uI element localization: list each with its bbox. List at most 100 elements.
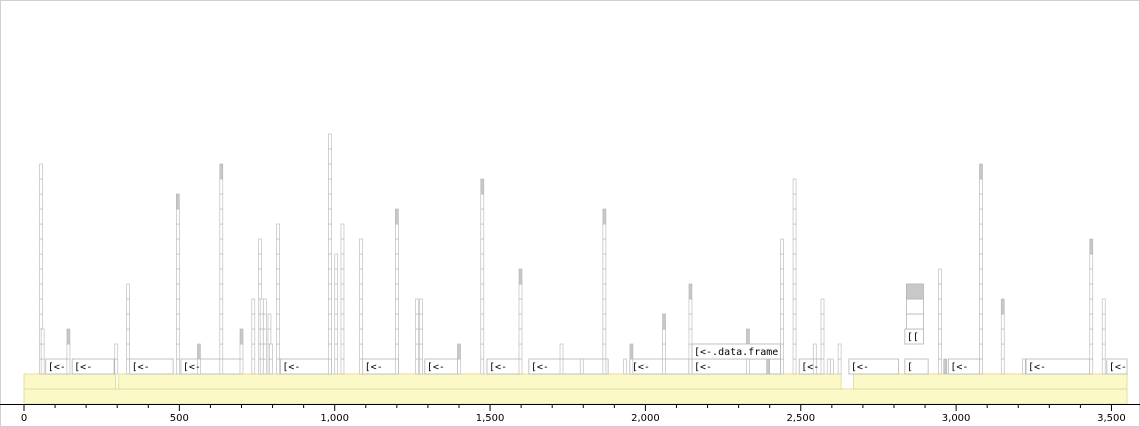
- stack-frame[interactable]: [126, 328, 130, 345]
- stack-frame[interactable]: [1089, 268, 1094, 285]
- stack-frame[interactable]: [328, 268, 332, 285]
- stack-frame[interactable]: [415, 313, 419, 330]
- stack-frame[interactable]: [276, 223, 280, 240]
- stack-frame[interactable]: [480, 208, 485, 225]
- stack-frame[interactable]: [334, 268, 339, 285]
- flame-frame-root[interactable]: [23, 388, 1128, 405]
- stack-frame[interactable]: [340, 283, 345, 300]
- stack-frame[interactable]: [629, 343, 634, 360]
- flame-frame-level2[interactable]: [848, 358, 900, 375]
- stack-frame[interactable]: [334, 328, 339, 345]
- stack-frame[interactable]: [267, 328, 272, 345]
- stack-frame[interactable]: [480, 313, 485, 330]
- stack-frame[interactable]: [518, 343, 523, 360]
- stack-frame[interactable]: [359, 238, 363, 255]
- stack-frame[interactable]: [359, 343, 363, 360]
- stack-frame[interactable]: [66, 328, 71, 345]
- stack-frame[interactable]: [126, 313, 130, 330]
- stack-frame[interactable]: [792, 313, 797, 330]
- stack-frame[interactable]: [979, 238, 983, 255]
- stack-frame[interactable]: [979, 253, 983, 270]
- stack-frame[interactable]: [219, 223, 224, 240]
- stack-frame[interactable]: [39, 193, 43, 210]
- stack-frame[interactable]: [251, 358, 256, 375]
- stack-frame[interactable]: [938, 283, 942, 300]
- flame-frame-level1[interactable]: [23, 373, 117, 390]
- stack-frame[interactable]: [175, 283, 180, 300]
- stack-frame[interactable]: [480, 253, 485, 270]
- stack-frame[interactable]: [276, 268, 280, 285]
- flame-frame-level2[interactable]: [528, 358, 609, 375]
- stack-frame[interactable]: [979, 163, 983, 180]
- stack-frame[interactable]: [1000, 313, 1005, 330]
- stack-frame[interactable]: [792, 238, 797, 255]
- stack-frame[interactable]: [334, 343, 339, 360]
- stack-frame[interactable]: [480, 343, 485, 360]
- stack-frame[interactable]: [262, 343, 267, 360]
- stack-frame[interactable]: [334, 283, 339, 300]
- stack-frame[interactable]: [359, 358, 363, 375]
- stack-frame[interactable]: [415, 298, 419, 315]
- stack-frame[interactable]: [415, 358, 419, 375]
- stack-frame[interactable]: [518, 268, 523, 285]
- flame-frame-level2[interactable]: [904, 358, 929, 375]
- stack-frame[interactable]: [340, 253, 345, 270]
- stack-frame[interactable]: [267, 313, 272, 330]
- stack-frame[interactable]: [395, 223, 399, 240]
- stack-frame[interactable]: [780, 343, 784, 360]
- stack-frame[interactable]: [269, 358, 273, 375]
- stack-frame[interactable]: [780, 313, 784, 330]
- stack-frame[interactable]: [175, 298, 180, 315]
- stack-frame[interactable]: [219, 163, 224, 180]
- stack-frame[interactable]: [746, 358, 750, 375]
- stack-frame[interactable]: [219, 178, 224, 195]
- stack-frame[interactable]: [395, 283, 399, 300]
- stack-frame[interactable]: [39, 283, 43, 300]
- stack-frame[interactable]: [938, 313, 942, 330]
- stack-frame[interactable]: [1089, 283, 1094, 300]
- stack-frame[interactable]: [1089, 253, 1094, 270]
- stack-frame[interactable]: [766, 358, 770, 375]
- stack-frame[interactable]: [780, 238, 784, 255]
- stack-frame[interactable]: [662, 358, 666, 375]
- stack-frame[interactable]: [258, 283, 262, 300]
- stack-frame[interactable]: [276, 358, 280, 375]
- stack-frame[interactable]: [820, 328, 825, 345]
- stack-frame[interactable]: [688, 298, 693, 315]
- stack-frame[interactable]: [1089, 328, 1094, 345]
- stack-frame[interactable]: [979, 268, 983, 285]
- stack-frame[interactable]: [328, 133, 332, 150]
- stack-frame[interactable]: [938, 268, 942, 285]
- stack-frame[interactable]: [602, 238, 607, 255]
- stack-frame[interactable]: [602, 283, 607, 300]
- stack-frame[interactable]: [262, 313, 267, 330]
- stack-frame[interactable]: [792, 343, 797, 360]
- stack-frame[interactable]: [328, 283, 332, 300]
- stack-frame[interactable]: [258, 238, 262, 255]
- stack-frame[interactable]: [39, 178, 43, 195]
- stack-frame[interactable]: [395, 343, 399, 360]
- stack-frame[interactable]: [114, 343, 119, 360]
- stack-frame[interactable]: [39, 223, 43, 240]
- stack-frame[interactable]: [395, 208, 399, 225]
- stack-frame[interactable]: [602, 313, 607, 330]
- stack-frame[interactable]: [219, 268, 224, 285]
- stack-frame[interactable]: [559, 358, 564, 375]
- stack-frame[interactable]: [395, 268, 399, 285]
- stack-frame[interactable]: [259, 328, 264, 345]
- stack-frame[interactable]: [340, 313, 345, 330]
- stack-frame[interactable]: [40, 328, 45, 345]
- stack-frame[interactable]: [259, 358, 264, 375]
- flame-frame-level1[interactable]: [853, 373, 1128, 390]
- stack-frame[interactable]: [518, 313, 523, 330]
- stack-frame[interactable]: [175, 223, 180, 240]
- stack-frame[interactable]: [334, 358, 339, 375]
- stack-frame[interactable]: [979, 223, 983, 240]
- stack-frame[interactable]: [602, 208, 607, 225]
- stack-frame[interactable]: [219, 208, 224, 225]
- stack-frame[interactable]: [820, 313, 825, 330]
- stack-frame[interactable]: [780, 253, 784, 270]
- stack-frame[interactable]: [1101, 328, 1106, 345]
- stack-frame[interactable]: [359, 253, 363, 270]
- stack-frame[interactable]: [820, 343, 825, 360]
